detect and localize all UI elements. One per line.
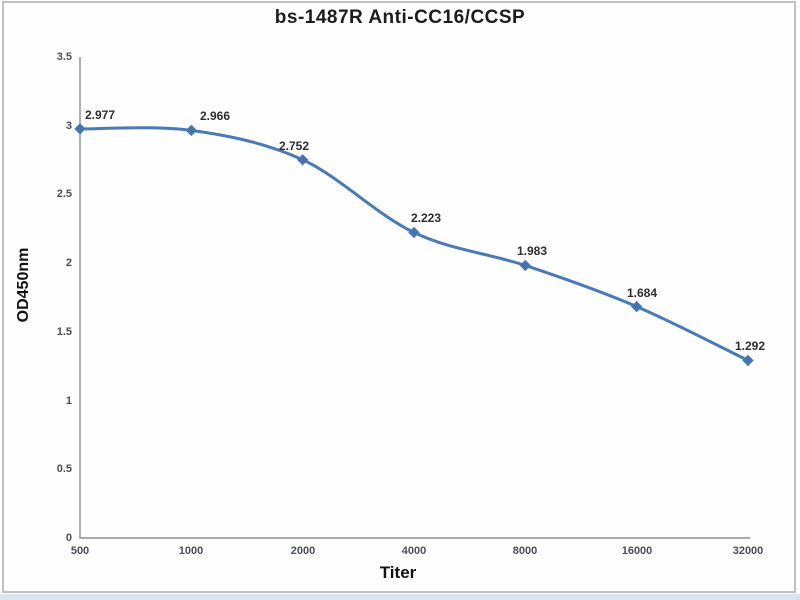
data-point-marker	[296, 154, 309, 166]
y-tick-label: 0	[65, 532, 72, 544]
data-point-marker	[74, 123, 86, 135]
y-tick-label: 2.5	[56, 188, 72, 200]
x-tick-label: 4000	[401, 545, 427, 557]
data-point-label: 1.983	[516, 244, 548, 258]
data-point-marker	[630, 300, 643, 313]
y-tick-label: 3.5	[56, 51, 72, 63]
x-tick-label: 32000	[732, 545, 764, 557]
x-tick-label: 1000	[178, 545, 204, 557]
data-point-label: 2.966	[199, 109, 231, 123]
y-tick-label: 1	[65, 395, 72, 407]
x-axis-title: Titer	[379, 563, 417, 582]
chart-frame-border	[2, 1, 796, 593]
data-point-marker	[408, 226, 420, 239]
data-point-marker	[185, 124, 198, 137]
data-point-label: 1.684	[626, 286, 658, 300]
series-line	[78, 126, 750, 362]
x-tick-label: 2000	[290, 545, 316, 557]
x-tick-label: 500	[70, 545, 90, 557]
y-tick-label: 0.5	[56, 463, 72, 475]
data-point-label: 2.752	[278, 139, 310, 153]
y-tick-label: 3	[65, 120, 72, 132]
data-point-marker	[742, 354, 754, 367]
chart-title: bs-1487R Anti-CC16/CCSP	[274, 7, 526, 28]
y-axis-title: OD450nm	[15, 247, 32, 323]
bottom-strip	[0, 594, 800, 600]
data-point-marker	[519, 259, 532, 272]
axis-line	[79, 57, 750, 539]
y-tick-label: 2	[65, 257, 72, 269]
data-point-label: 1.292	[734, 339, 766, 353]
x-tick-label: 8000	[512, 545, 538, 557]
data-point-label: 2.977	[84, 108, 116, 122]
x-tick-label: 16000	[621, 545, 653, 557]
y-tick-label: 1.5	[56, 326, 72, 338]
data-point-label: 2.223	[410, 211, 442, 225]
